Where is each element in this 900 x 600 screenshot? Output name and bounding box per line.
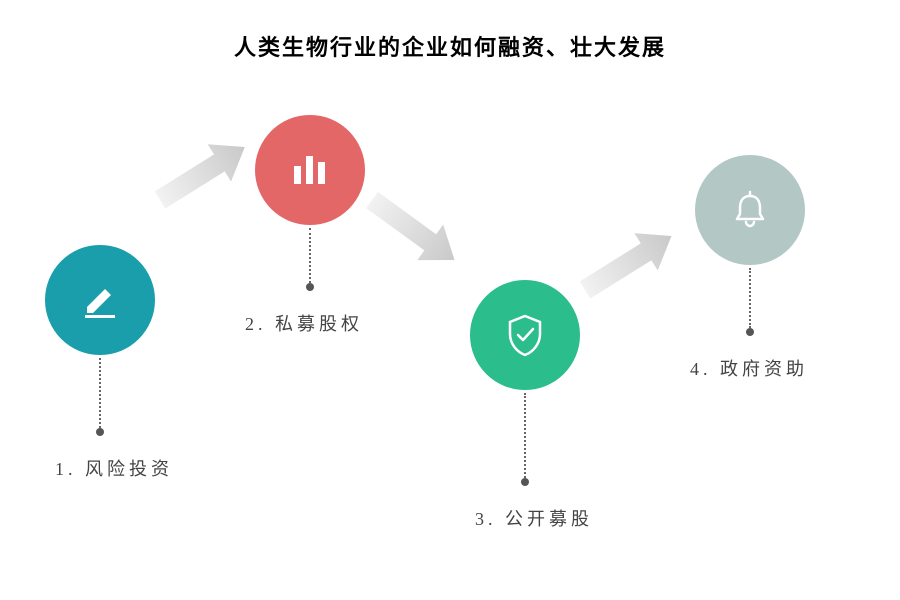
connector-3 (524, 393, 526, 478)
page-title: 人类生物行业的企业如何融资、壮大发展 (0, 30, 900, 62)
step-node-4 (695, 155, 805, 265)
step-label-2: 2. 私募股权 (245, 310, 363, 336)
connector-2 (309, 228, 311, 283)
connector-dot-3 (521, 478, 529, 486)
step-label-1: 1. 风险投资 (55, 455, 173, 481)
step-label-4: 4. 政府资助 (690, 355, 808, 381)
step-label-3: 3. 公开募股 (475, 505, 593, 531)
connector-dot-4 (746, 328, 754, 336)
shield-check-icon (500, 310, 550, 360)
connector-dot-1 (96, 428, 104, 436)
bell-icon (726, 186, 774, 234)
step-node-2 (255, 115, 365, 225)
bar-chart-icon (288, 148, 332, 192)
step-node-3 (470, 280, 580, 390)
step-node-1 (45, 245, 155, 355)
pencil-icon (75, 275, 125, 325)
connector-dot-2 (306, 283, 314, 291)
connector-4 (749, 268, 751, 328)
connector-1 (99, 358, 101, 428)
